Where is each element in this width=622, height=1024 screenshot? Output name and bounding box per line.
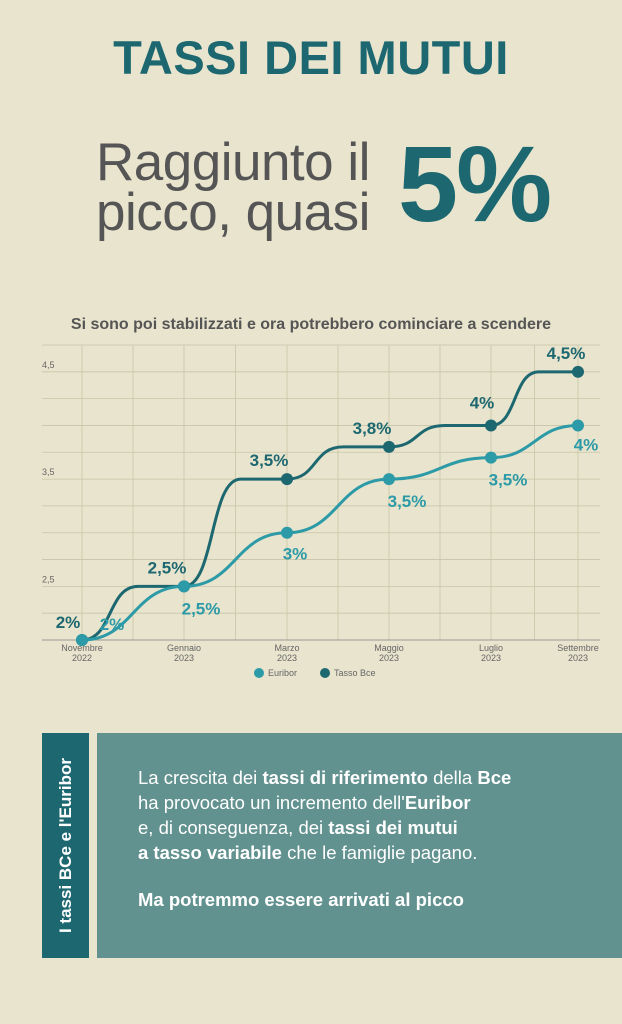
info-line-4: a tasso variabile che le famiglie pagano… — [138, 842, 478, 863]
legend-marker-tasso-bce — [320, 668, 330, 678]
data-point-tasso-bce — [281, 473, 293, 486]
x-tick-label: Novembre 2022 — [61, 643, 103, 663]
y-tick-label: 3,5 — [42, 467, 55, 477]
legend-label-euribor: Euribor — [268, 668, 297, 678]
data-point-tasso-bce — [485, 419, 497, 432]
x-tick-label: Maggio 2023 — [374, 643, 404, 663]
info-text: La crescita dei tassi di riferimento del… — [138, 765, 511, 865]
x-tick-label: Settembre 2023 — [557, 643, 599, 663]
line-chart: 2,5 3,5 4,5 Novembre 2022 Gennaio 2023 Marzo 202… — [42, 344, 600, 678]
data-point-euribor — [383, 473, 395, 486]
data-label-euribor: 2,5% — [182, 599, 221, 618]
data-point-euribor — [281, 526, 293, 539]
data-label-euribor: 3% — [283, 545, 308, 564]
data-label-tasso-bce: 3,8% — [353, 419, 392, 438]
data-point-euribor — [572, 419, 584, 432]
legend-label-tasso-bce: Tasso Bce — [334, 668, 376, 678]
data-label-euribor: 3,5% — [388, 492, 427, 511]
headline-percentage: 5% — [398, 123, 552, 244]
x-tick-label: Gennaio 2023 — [167, 643, 201, 663]
data-label-euribor: 2% — [100, 615, 125, 634]
data-point-tasso-bce — [383, 440, 395, 453]
data-label-euribor: 3,5% — [489, 471, 528, 490]
x-tick-label: Luglio 2023 — [479, 643, 503, 663]
headline-line-1: Raggiunto il — [96, 133, 370, 192]
data-point-euribor — [178, 580, 190, 593]
data-label-tasso-bce: 3,5% — [250, 451, 289, 470]
data-label-tasso-bce: 4,5% — [547, 344, 586, 363]
data-point-euribor — [76, 634, 88, 646]
x-tick-label: Marzo 2023 — [274, 643, 299, 663]
info-side-label: I tassi BCe e l'Euribor — [55, 757, 75, 934]
data-label-tasso-bce: 2% — [56, 613, 81, 632]
data-label-tasso-bce: 2,5% — [148, 558, 187, 577]
info-line-2: ha provocato un incremento dell'Euribor — [138, 792, 471, 813]
data-label-euribor: 4% — [574, 435, 599, 454]
data-point-tasso-bce — [572, 365, 584, 378]
data-label-tasso-bce: 4% — [470, 393, 495, 412]
page-title: TASSI DEI MUTUI — [113, 31, 509, 84]
info-conclusion: Ma potremmo essere arrivati al picco — [138, 889, 464, 910]
info-side-bar: I tassi BCe e l'Euribor — [42, 733, 89, 958]
legend-marker-euribor — [254, 668, 264, 678]
data-point-euribor — [485, 451, 497, 464]
info-line-1: La crescita dei tassi di riferimento del… — [138, 767, 512, 788]
headline-line-2: picco, quasi — [96, 183, 370, 242]
series-line-tasso-bce — [81, 370, 578, 642]
y-tick-label: 4,5 — [42, 360, 55, 370]
chart-title: Si sono poi stabilizzati e ora potrebber… — [70, 316, 552, 333]
info-line-3: e, di conseguenza, dei tassi dei mutui — [138, 817, 458, 838]
info-panel: La crescita dei tassi di riferimento del… — [97, 733, 622, 958]
headline: Raggiunto il picco, quasi — [96, 133, 370, 242]
y-tick-label: 2,5 — [42, 574, 55, 584]
